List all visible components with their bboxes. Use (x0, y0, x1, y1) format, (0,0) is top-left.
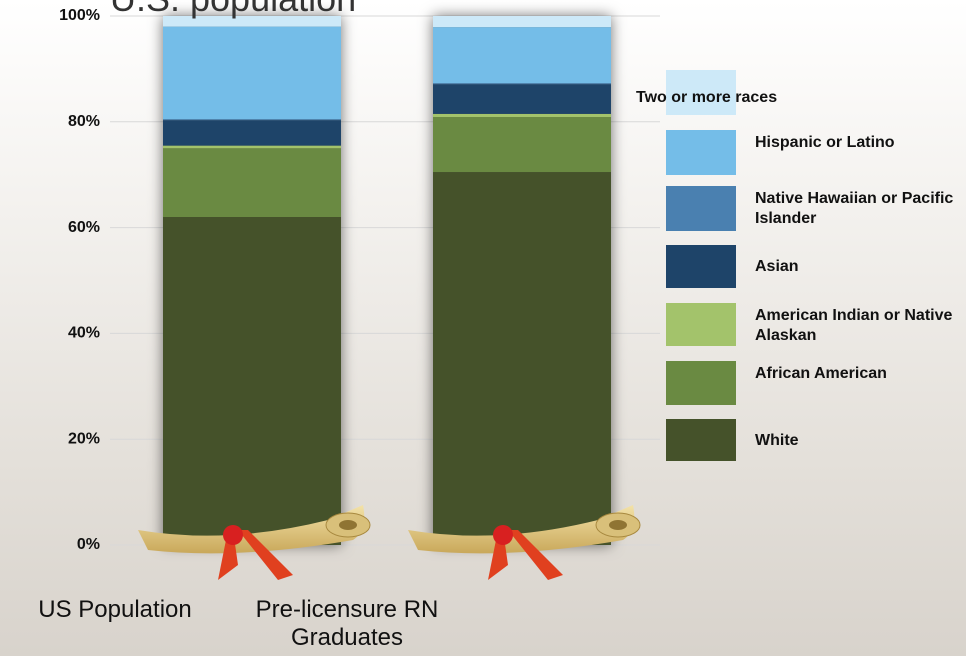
y-tick-label: 20% (68, 430, 100, 447)
bar-segment (163, 217, 341, 545)
diplomas (138, 505, 641, 580)
legend-swatch (666, 245, 736, 288)
legend-swatch (666, 361, 736, 405)
y-tick-label: 100% (59, 7, 100, 24)
bar-segment (433, 117, 611, 173)
legend-label: Two or more races (636, 89, 778, 106)
bar-segment (433, 172, 611, 545)
bar-segment (163, 119, 341, 121)
legend-label: African American (755, 365, 887, 382)
bar-segment (163, 26, 341, 120)
legend-swatch (666, 419, 736, 461)
legend-label: White (755, 432, 799, 449)
legend-label: Asian (755, 258, 799, 275)
bar-segment (433, 83, 611, 85)
legend-swatch (666, 303, 736, 346)
y-tick-label: 40% (68, 325, 100, 342)
y-tick-label: 80% (68, 113, 100, 130)
legend-swatch (666, 70, 736, 115)
y-tick-label: 0% (77, 536, 100, 553)
legend-label: Hispanic or Latino (755, 134, 895, 151)
legend-swatch (666, 186, 736, 231)
bar-segment (163, 145, 341, 149)
bar-segment (433, 16, 611, 28)
x-tick-label: Pre-licensure RN Graduates (255, 596, 439, 651)
chart-title: U.S. population (110, 0, 356, 20)
bar-segment (433, 113, 611, 118)
y-tick-label: 60% (68, 219, 100, 236)
x-tick-label: US Population (38, 596, 192, 623)
bar-segment (163, 120, 341, 146)
legend-label: Native Hawaiian or Pacific Islander (755, 190, 954, 227)
bar-segment (163, 16, 341, 27)
bar-segment (433, 27, 611, 84)
bar-segment (433, 84, 611, 114)
legend-label: American Indian or Native Alaskan (755, 307, 953, 344)
bar-segment (163, 148, 341, 218)
legend-swatch (666, 130, 736, 175)
